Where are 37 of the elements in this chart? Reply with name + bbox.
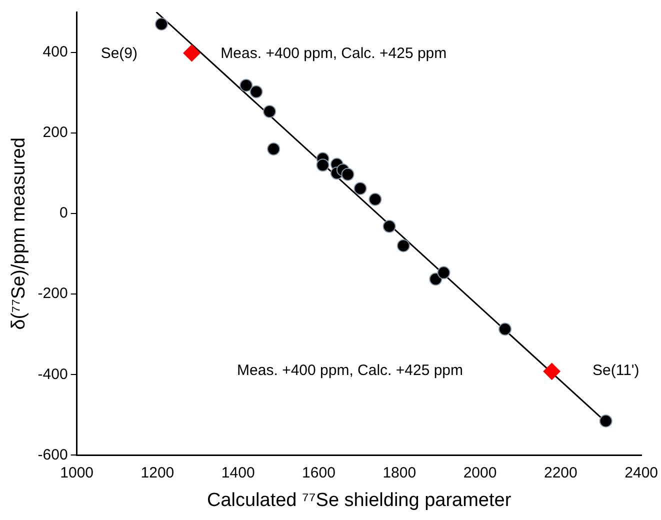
point [543,362,560,380]
x-tick-label: 2000 [463,464,497,482]
x-tick-label: 1600 [302,464,336,482]
point [250,85,263,98]
y-tick-label: 0 [59,204,68,222]
x-tick-label: 2400 [624,464,658,482]
y-tick-label: -400 [38,366,68,383]
x-tick-label: 2200 [544,464,578,482]
y-axis-title: δ(⁷⁷Se)/ppm measured [8,137,30,330]
point [263,105,276,118]
point [341,168,354,181]
point [396,239,410,252]
annotation: Se(9) [100,45,138,62]
point [240,78,253,92]
point [437,266,450,280]
annotation: Se(11') [592,362,640,380]
annotation: Meas. +400 ppm, Calc. +425 ppm [220,45,447,62]
point [599,414,612,428]
y-tick-label: 400 [42,43,68,60]
x-tick-label: 1200 [140,464,174,482]
point [183,44,200,62]
point [429,272,442,286]
y-tick-label: -200 [38,285,68,302]
x-axis-title: Calculated ⁷⁷Se shielding parameter [206,490,512,511]
point [154,18,168,31]
x-tick-label: 1400 [221,464,255,482]
point [316,158,330,172]
point [498,322,512,336]
point [368,192,382,206]
annotation: Meas. +400 ppm, Calc. +425 ppm [237,362,464,380]
y-tick-label: 200 [42,124,68,142]
y-tick-label: -600 [38,446,68,464]
point [382,220,396,233]
point [354,182,367,195]
x-tick-label: 1800 [382,464,416,482]
point [267,142,280,156]
x-tick-label: 1000 [60,464,94,482]
